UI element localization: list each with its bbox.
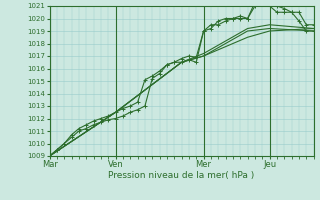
X-axis label: Pression niveau de la mer( hPa ): Pression niveau de la mer( hPa )	[108, 171, 255, 180]
